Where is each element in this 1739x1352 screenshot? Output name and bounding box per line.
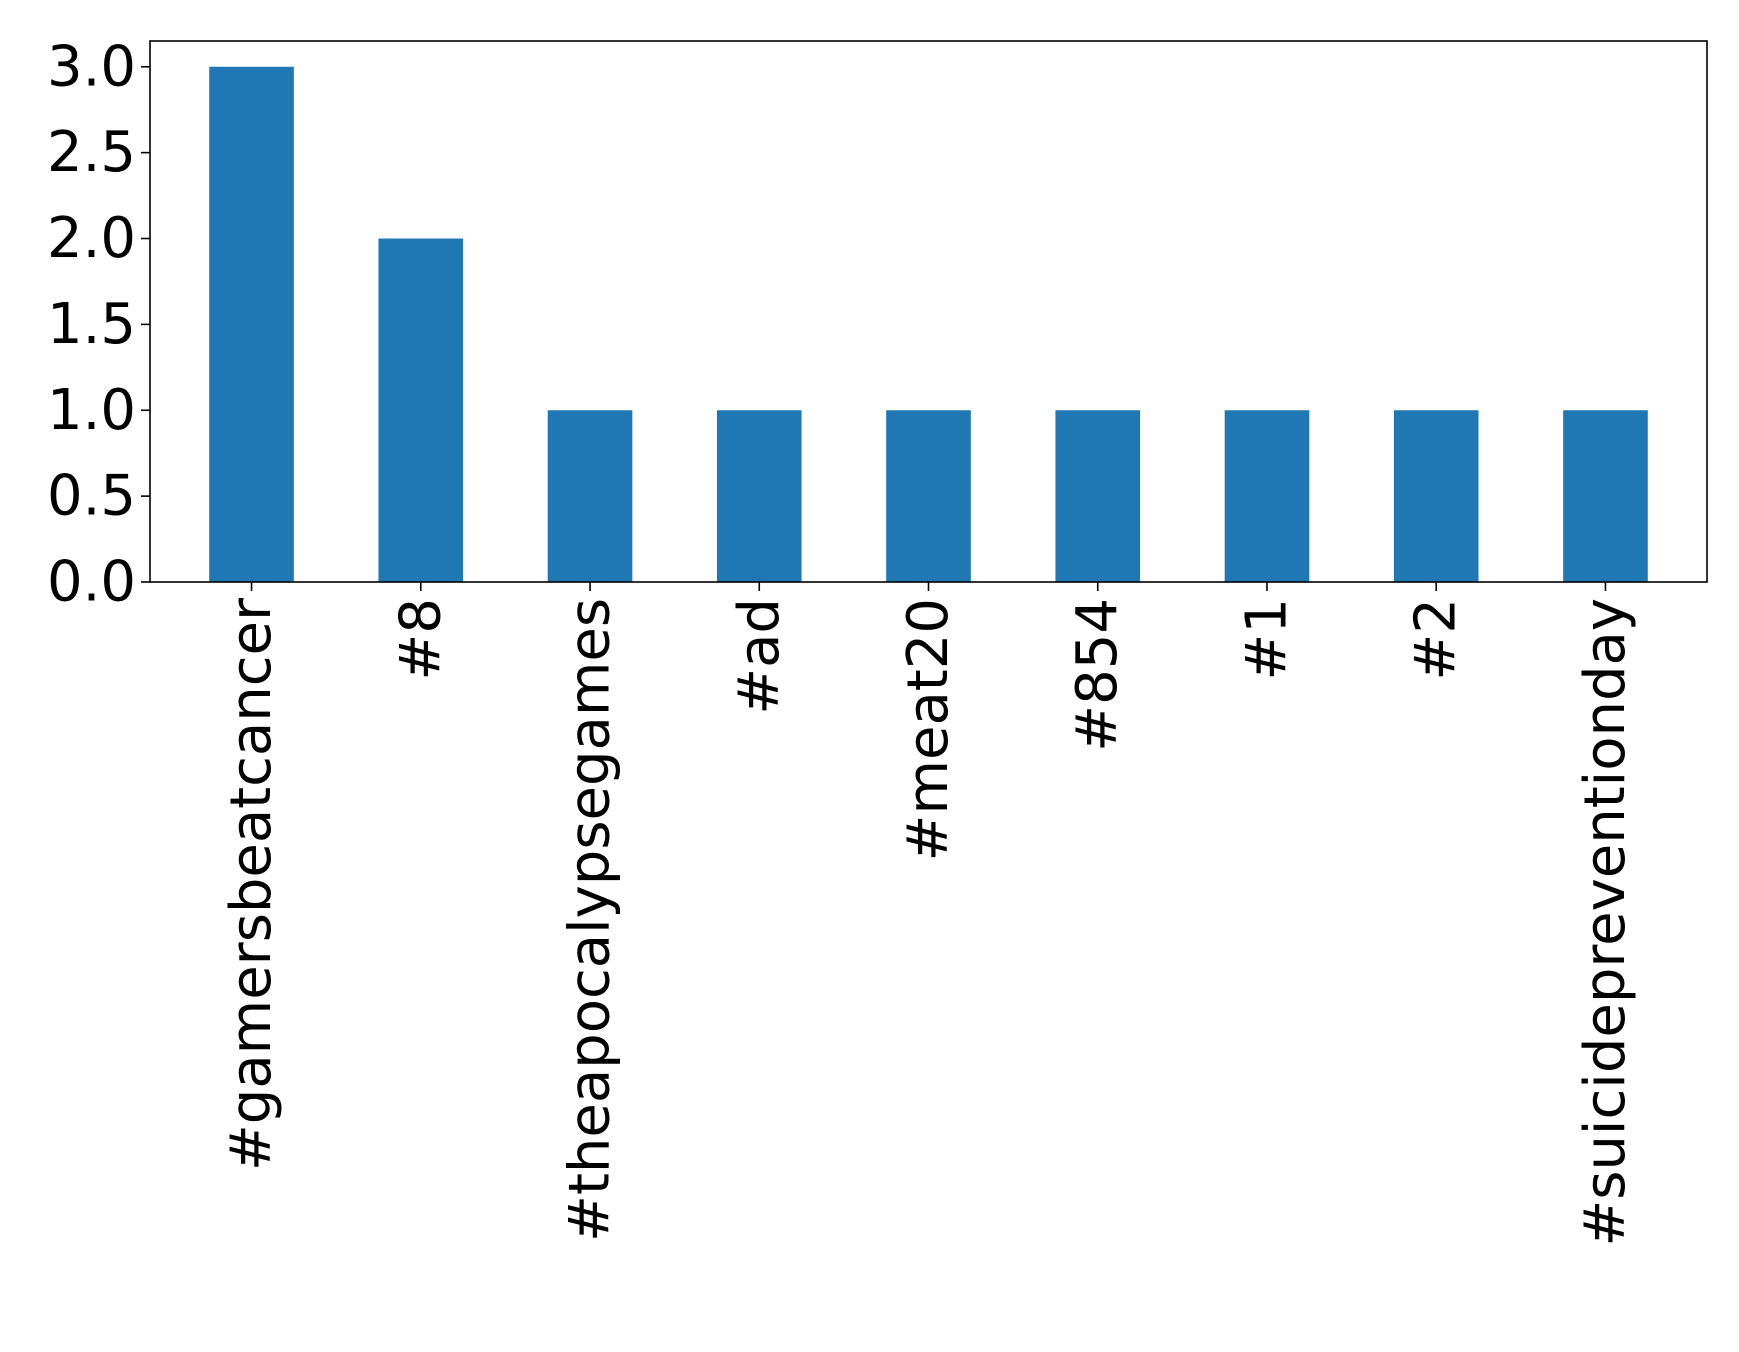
y-tick-label-0: 0.0: [47, 550, 136, 615]
y-tick-label-3: 1.5: [47, 292, 136, 357]
x-tick-label-0: #gamersbeatcancer: [219, 597, 284, 1171]
y-tick-label-2: 1.0: [47, 378, 136, 443]
x-tick-label-3: #ad: [727, 598, 792, 715]
x-tick-label-7: #2: [1404, 598, 1469, 681]
bar-4: [886, 410, 971, 582]
y-tick-label-4: 2.0: [47, 206, 136, 271]
x-tick-label-5: #854: [1065, 598, 1130, 752]
bar-3: [716, 410, 802, 582]
x-tick-label-6: #1: [1234, 598, 1299, 681]
bar-7: [1393, 410, 1479, 582]
bar-8: [1563, 410, 1648, 582]
bar-1: [378, 238, 464, 582]
x-tick-label-4: #meat20: [896, 598, 961, 861]
y-tick-label-6: 3.0: [47, 34, 136, 99]
y-tick-label-5: 2.5: [47, 120, 136, 185]
bar-5: [1055, 410, 1141, 582]
y-axis-ticks: 0.0 0.5 1.0 1.5 2.0 2.5 3.0: [47, 34, 150, 615]
y-tick-label-1: 0.5: [47, 464, 136, 529]
x-tick-label-2: #theapocalypsegames: [558, 598, 623, 1242]
bar-6: [1224, 410, 1310, 582]
bar-0: [209, 66, 294, 582]
x-tick-label-8: #suicidepreventionday: [1573, 598, 1638, 1247]
x-axis-ticks: #gamersbeatcancer #8 #theapocalypsegames #a…: [219, 582, 1638, 1247]
bars-layer: [209, 66, 1648, 582]
bar-2: [547, 410, 633, 582]
x-tick-label-1: #8: [388, 598, 453, 681]
plot-frame: [149, 40, 1708, 583]
